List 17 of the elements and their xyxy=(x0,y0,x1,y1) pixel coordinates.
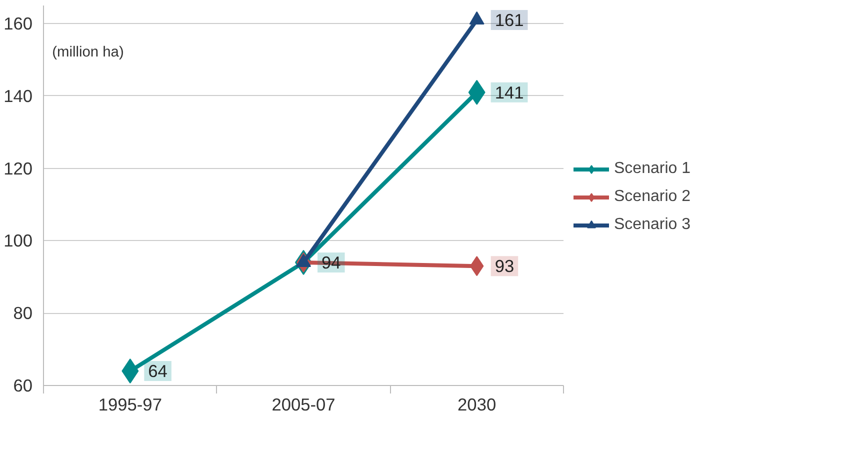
annotation: (million ha) xyxy=(52,44,124,60)
legend-label: Scenario 1 xyxy=(614,160,690,178)
legend-label: Scenario 2 xyxy=(614,188,690,206)
y-tick-label: 80 xyxy=(13,303,33,324)
y-tick-label: 140 xyxy=(4,86,33,106)
data-label: 161 xyxy=(494,10,524,30)
x-tick-label: 2005-07 xyxy=(272,394,336,414)
legend-label: Scenario 3 xyxy=(614,216,690,234)
x-tick-label: 1995-97 xyxy=(98,394,162,414)
data-label: 93 xyxy=(494,256,514,276)
x-tick-label: 2030 xyxy=(458,394,496,414)
y-tick-label: 60 xyxy=(13,376,33,396)
y-tick-label: 160 xyxy=(4,14,33,34)
y-tick-label: 120 xyxy=(4,158,33,178)
data-label: 64 xyxy=(148,361,168,382)
y-tick-label: 100 xyxy=(4,230,33,251)
data-label: 141 xyxy=(494,82,524,102)
